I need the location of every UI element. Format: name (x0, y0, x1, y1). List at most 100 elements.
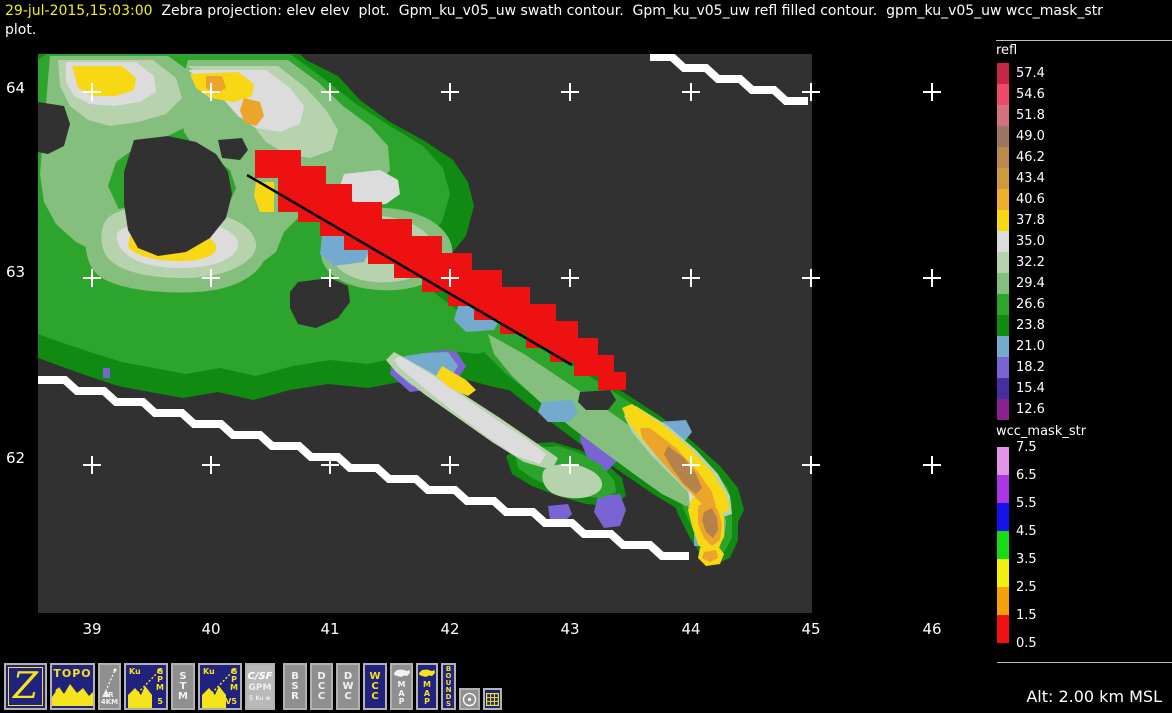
ir-satellite-icon (102, 668, 117, 697)
refl-color-block (997, 126, 1009, 147)
button-label: C/SF (247, 671, 273, 682)
wcc-color-value: 0.5 (1016, 636, 1037, 651)
x-tick-label: 39 (82, 620, 102, 638)
swath-edge-line (38, 376, 689, 560)
swath-edge-lines (38, 54, 808, 560)
refl-color-value: 43.4 (1016, 170, 1045, 186)
map-plot-area[interactable] (38, 54, 985, 613)
zebra-z-icon: Z (12, 666, 38, 707)
refl-color-block (997, 399, 1009, 420)
reflectivity-field (38, 54, 744, 566)
altitude-readout: Alt: 2.00 km MSL (1026, 687, 1162, 706)
button-label: 5 Ku w (249, 694, 271, 702)
refl-color-value: 35.0 (1016, 233, 1045, 249)
refl-color-block (997, 231, 1009, 252)
x-tick-label: 44 (681, 620, 701, 638)
plot-description-overflow: plot. (5, 22, 37, 38)
wcc-color-value: 2.5 (1016, 580, 1037, 595)
refl-color-block (997, 105, 1009, 126)
x-tick-label: 42 (440, 620, 460, 638)
refl-color-value: 32.2 (1016, 254, 1045, 270)
button-label: TOPO (53, 667, 92, 680)
wcc-color-value: 1.5 (1016, 608, 1037, 623)
refl-color-block (997, 147, 1009, 168)
no-data-holes (38, 66, 616, 410)
ir-4km-button[interactable]: IR 4KM (98, 663, 121, 710)
wcc-color-value: 5.5 (1016, 496, 1037, 511)
lat-lon-grid-marks (83, 83, 941, 474)
refl-level-tan (664, 446, 718, 538)
zebra-logo-button[interactable]: Z (4, 663, 47, 710)
refl-color-value: 18.2 (1016, 359, 1045, 375)
refl-color-block (997, 210, 1009, 231)
button-label: Ku (129, 667, 141, 676)
timestamp: 29-jul-2015,15:03:00 (5, 3, 153, 19)
refl-color-value: 51.8 (1016, 107, 1045, 123)
x-tick-label: 45 (801, 620, 821, 638)
grid-toggle-button[interactable] (483, 688, 502, 710)
refl-color-block (997, 63, 1009, 84)
y-tick-label: 62 (6, 449, 26, 467)
refl-color-value: 40.6 (1016, 191, 1045, 207)
center-dot-icon (462, 692, 477, 706)
x-tick-label: 43 (560, 620, 580, 638)
cross-section-line (246, 173, 573, 367)
refl-color-block (997, 357, 1009, 378)
refl-color-value: 26.6 (1016, 296, 1045, 312)
wcc-color-value: 7.5 (1016, 440, 1037, 455)
button-label: IR 4KM (100, 691, 119, 706)
ku-gpm-v5-button[interactable]: Ku G P M V5 (198, 663, 242, 710)
button-label: GPM (248, 683, 272, 693)
refl-color-block (997, 273, 1009, 294)
refl-color-value: 15.4 (1016, 380, 1045, 396)
panel-bottom-divider (997, 662, 1172, 663)
panel-top-divider (996, 40, 1172, 41)
header-status-line: 29-jul-2015,15:03:00 Zebra projection: e… (5, 2, 1103, 40)
refl-color-block (997, 315, 1009, 336)
refl-color-value: 54.6 (1016, 86, 1045, 102)
plot-description: Zebra projection: elev elev plot. Gpm_ku… (152, 3, 1103, 19)
refl-color-block (997, 294, 1009, 315)
wcc-color-value: 3.5 (1016, 552, 1037, 567)
wcc-color-block (997, 587, 1009, 615)
logo-frame (8, 667, 43, 706)
wcc-color-block (997, 475, 1009, 503)
x-tick-label: 40 (201, 620, 221, 638)
center-point-button[interactable] (459, 688, 480, 710)
refl-color-block (997, 378, 1009, 399)
csf-gpm-5kuw-button[interactable]: C/SF GPM 5 Ku w (245, 663, 275, 710)
refl-color-value: 21.0 (1016, 338, 1045, 354)
topo-button[interactable]: TOPO (50, 663, 95, 710)
swath-edge-line (650, 54, 808, 105)
wcc-color-block (997, 559, 1009, 587)
satellite-beam-icon (128, 668, 162, 708)
refl-color-block (997, 336, 1009, 357)
satellite-beam-icon (202, 668, 236, 708)
refl-color-value: 23.8 (1016, 317, 1045, 333)
refl-color-value: 57.4 (1016, 65, 1045, 81)
ku-gpm-5-button[interactable]: Ku G P M 5 (124, 663, 168, 710)
wcc-color-block (997, 615, 1009, 643)
grid-icon (486, 692, 499, 706)
refl-color-value: 37.8 (1016, 212, 1045, 228)
refl-colorbar-title: refl (996, 43, 1018, 58)
